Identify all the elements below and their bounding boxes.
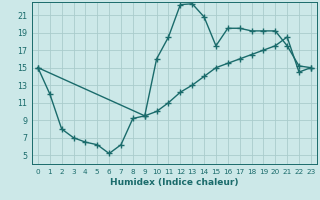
- X-axis label: Humidex (Indice chaleur): Humidex (Indice chaleur): [110, 178, 239, 187]
